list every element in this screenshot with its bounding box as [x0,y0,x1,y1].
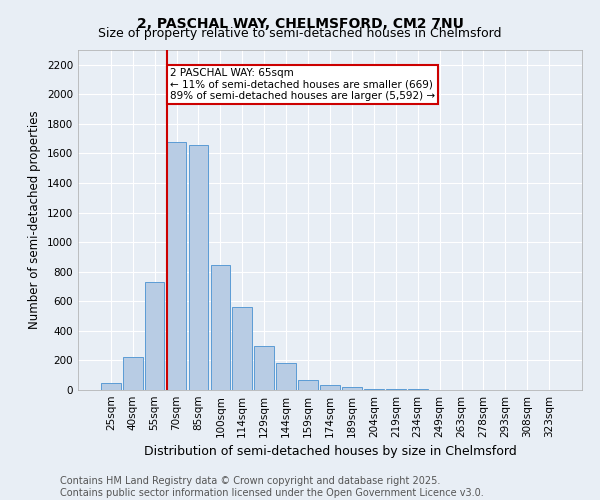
Text: 2 PASCHAL WAY: 65sqm
← 11% of semi-detached houses are smaller (669)
89% of semi: 2 PASCHAL WAY: 65sqm ← 11% of semi-detac… [170,68,435,101]
Bar [276,362,296,390]
Bar [320,385,340,390]
Bar [145,282,164,390]
Text: Contains HM Land Registry data © Crown copyright and database right 2025.
Contai: Contains HM Land Registry data © Crown c… [60,476,484,498]
Bar [211,265,230,390]
Bar [167,142,187,390]
Bar [254,346,274,390]
Y-axis label: Number of semi-detached properties: Number of semi-detached properties [28,110,41,330]
Bar [101,384,121,390]
X-axis label: Distribution of semi-detached houses by size in Chelmsford: Distribution of semi-detached houses by … [143,446,517,458]
Text: 2, PASCHAL WAY, CHELMSFORD, CM2 7NU: 2, PASCHAL WAY, CHELMSFORD, CM2 7NU [137,18,463,32]
Bar [298,380,318,390]
Bar [123,356,143,390]
Bar [342,387,362,390]
Bar [364,388,384,390]
Bar [188,144,208,390]
Bar [232,307,252,390]
Text: Size of property relative to semi-detached houses in Chelmsford: Size of property relative to semi-detach… [98,28,502,40]
